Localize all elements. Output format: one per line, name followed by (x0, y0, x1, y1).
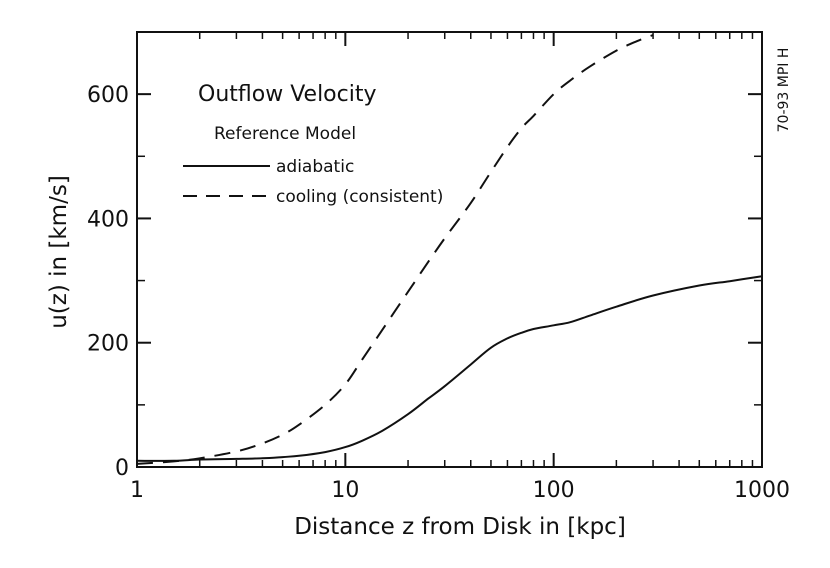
chart-title: Outflow Velocity (198, 82, 377, 107)
series-line-cooling (136, 34, 654, 465)
x-tick-label: 10 (331, 478, 359, 503)
x-tick-label: 1 (130, 478, 144, 503)
x-tick-label: 1000 (734, 478, 790, 503)
legend: Reference Model adiabatic cooling (consi… (183, 124, 443, 207)
y-axis-label: u(z) in [km/s] (46, 175, 72, 329)
y-tick-label: 0 (115, 456, 129, 481)
side-note: 70-93 MPI H (776, 48, 792, 133)
y-tick-label: 400 (87, 207, 129, 232)
y-tick-label: 200 (87, 332, 129, 357)
y-tick-label: 600 (87, 83, 129, 108)
legend-label-cooling: cooling (consistent) (276, 187, 443, 207)
series-line-adiabatic (136, 275, 763, 462)
x-axis-label: Distance z from Disk in [kpc] (294, 514, 626, 540)
legend-label-adiabatic: adiabatic (276, 157, 354, 177)
series-layer (136, 34, 763, 465)
x-tick-label: 100 (533, 478, 575, 503)
legend-title: Reference Model (214, 124, 356, 144)
plot-frame (136, 31, 763, 468)
plot-axes: 1 10 100 1000 0 200 400 600 (87, 31, 790, 503)
